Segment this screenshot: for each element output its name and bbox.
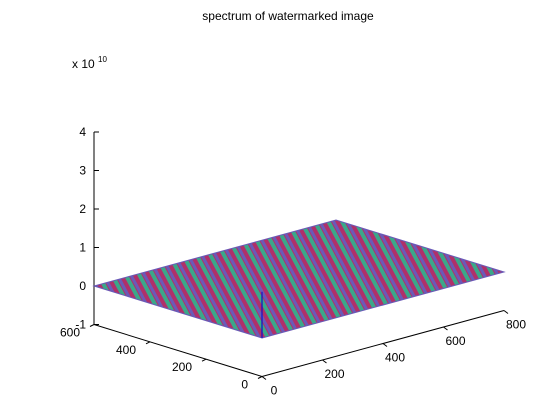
chart-title: spectrum of watermarked image: [202, 9, 374, 23]
y-tick: [201, 358, 207, 362]
z-tick-label: 0: [79, 279, 86, 293]
z-exponent-base: x 10: [72, 57, 95, 71]
y-tick: [145, 341, 151, 345]
x-tick: [443, 326, 448, 331]
z-exponent-power: 10: [98, 55, 107, 64]
x-tick: [261, 376, 267, 380]
y-tick-label: 0: [241, 378, 248, 392]
y-tick-label: 400: [116, 343, 136, 357]
z-tick-label: 2: [79, 202, 86, 216]
surface-layer: [92, 219, 506, 339]
surface-plane: [92, 219, 506, 339]
x-tick-label: 200: [324, 367, 344, 381]
x-tick-label: 800: [506, 318, 526, 332]
y-axis-line: [93, 324, 263, 377]
x-tick-label: 600: [445, 334, 465, 348]
y-tick-label: 200: [172, 360, 192, 374]
z-tick-label: 1: [79, 241, 86, 255]
y-tick: [257, 376, 263, 379]
x-tick: [382, 343, 388, 347]
y-tick-label: 600: [60, 326, 80, 340]
y-tick: [89, 324, 95, 327]
x-tick-label: 400: [385, 351, 405, 365]
z-tick-label: 4: [79, 125, 86, 139]
z-exponent-label: x 10 10: [72, 55, 107, 71]
x-tick: [503, 310, 509, 314]
x-tick-label: 0: [271, 384, 278, 398]
z-tick-label: -1: [75, 318, 86, 332]
x-tick: [322, 359, 327, 364]
z-tick-label: 3: [79, 164, 86, 178]
